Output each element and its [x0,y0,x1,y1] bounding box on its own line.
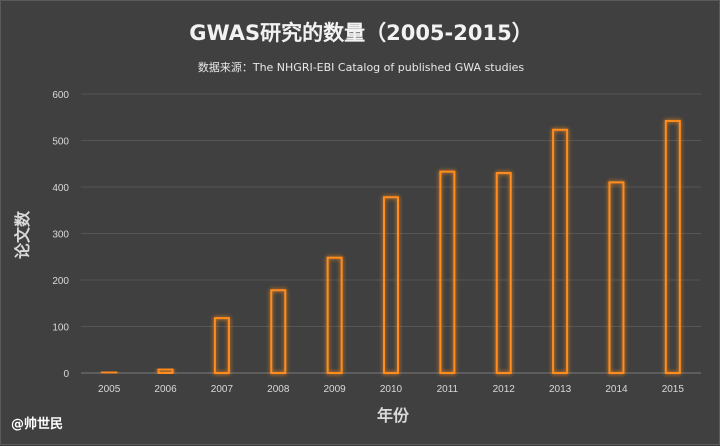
x-tick-label: 2015 [662,384,685,395]
bar-2009 [326,256,343,374]
bar-2014 [608,181,625,374]
y-tick-labels: 0 100 200 300 400 500 600 [52,90,69,380]
chart-title: GWAS研究的数量（2005-2015） [189,21,533,45]
x-tick-label: 2011 [437,384,459,395]
x-tick-label: 2013 [549,384,572,395]
x-tick-label: 2007 [211,384,234,395]
x-tick-label: 2010 [380,384,403,395]
x-tick-label: 2005 [98,384,121,395]
x-tick-label: 2009 [324,384,347,395]
bar-2006 [157,368,174,374]
bar-2007 [213,317,230,375]
grid-lines [81,93,701,374]
x-axis-label: 年份 [376,406,409,425]
x-tick-labels: 2005 2006 2007 2008 2009 2010 2011 2012 2013 2014… [98,384,684,395]
y-tick-label: 600 [52,90,69,101]
x-tick-label: 2006 [154,384,177,395]
y-tick-label: 300 [52,230,69,241]
y-tick-label: 100 [52,323,69,334]
y-tick-label: 0 [63,369,69,380]
bar-2010 [383,196,399,374]
chart-subtitle: 数据来源：The NHGRI-EBI Catalog of published … [197,61,525,74]
y-tick-label: 200 [52,276,69,287]
watermark: @帅世民 [11,417,64,432]
bar-2013 [552,128,569,374]
bar-2015 [664,119,681,374]
x-tick-label: 2014 [605,384,628,395]
y-tick-label: 500 [52,137,69,148]
y-tick-label: 400 [52,183,69,194]
bar-2005 [101,371,118,375]
bar-2011 [439,170,456,374]
x-tick-label: 2008 [267,384,290,395]
bar-2012 [495,172,512,374]
bars [101,119,681,375]
bar-2008 [270,289,287,375]
x-tick-label: 2012 [493,384,516,395]
